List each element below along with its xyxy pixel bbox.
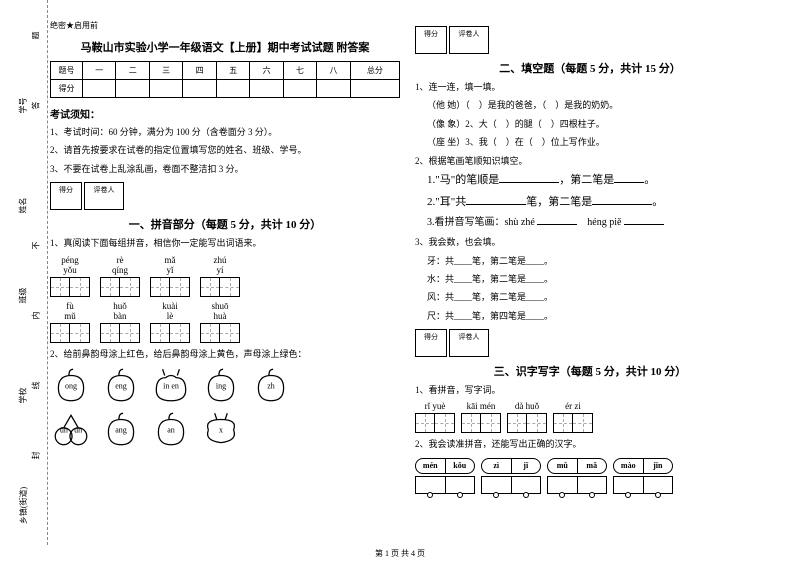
section-1-title: 一、拼音部分（每题 5 分，共计 10 分）	[50, 216, 400, 232]
margin-d2: 线	[31, 382, 42, 390]
fruit-icon: ünun	[50, 411, 92, 449]
margin-xingming: 姓名	[18, 198, 29, 214]
margin-xiangzhen: 乡镇(街道)	[18, 487, 29, 524]
question-sub: 尺：共____笔，第四笔是____。	[427, 309, 765, 323]
stroke-question: 3.看拼音写笔画：shù zhé héng piě	[427, 215, 765, 231]
margin-xuexiao: 学校	[18, 388, 29, 404]
fruit-row-1: ong eng in en ing zh	[50, 367, 400, 405]
grader-label: 评卷人	[449, 26, 489, 54]
question-text: 1、看拼音，写字词。	[415, 383, 765, 397]
page-content: 绝密★启用前 马鞍山市实验小学一年级语文【上册】期中考试试题 附答案 题号 一 …	[0, 0, 800, 514]
question-sub: 风：共____笔，第二笔是____。	[427, 290, 765, 304]
fruit-icon: in en	[150, 367, 192, 405]
margin-d3: 内	[31, 312, 42, 320]
table-row: 得分	[51, 80, 400, 98]
margin-xuehao: 学号	[18, 98, 29, 114]
section-3-title: 三、识字写字（每题 5 分，共计 10 分）	[415, 363, 765, 379]
question-sub: （像 象）2、大（ ）的腿（ ）四根柱子。	[427, 117, 765, 131]
pinyin-row-2: fùmǔ huǒbàn kuàilè shuōhuà	[50, 301, 400, 343]
fruit-icon: ing	[200, 367, 242, 405]
table-row: 题号 一 二 三 四 五 六 七 八 总分	[51, 62, 400, 80]
question-text: 3、我会数，也会填。	[415, 235, 765, 249]
stroke-question: 1."马"的笔顺是，第二笔是。	[427, 172, 765, 190]
page-footer: 第 1 页 共 4 页	[0, 548, 800, 559]
margin-d5: 答	[31, 102, 42, 110]
car-row: ménkǒu zìjǐ mǔmǎ màojīn	[415, 458, 765, 498]
fruit-row-2: ünun ang an x	[50, 411, 400, 449]
left-column: 绝密★启用前 马鞍山市实验小学一年级语文【上册】期中考试试题 附答案 题号 一 …	[50, 20, 400, 504]
question-text: 2、我会读准拼音，还能写出正确的汉字。	[415, 437, 765, 451]
car-item: mǔmǎ	[547, 458, 607, 498]
notice-item: 1、考试时间：60 分钟，满分为 100 分（含卷面分 3 分）。	[50, 125, 400, 139]
grader-label: 评卷人	[449, 329, 489, 357]
section-score-box: 得分 评卷人	[415, 329, 765, 357]
right-column: 得分 评卷人 二、填空题（每题 5 分，共计 15 分） 1、连一连，填一填。 …	[415, 20, 765, 504]
section-2-title: 二、填空题（每题 5 分，共计 15 分）	[415, 60, 765, 76]
score-label: 得分	[415, 329, 447, 357]
question-text: 1、连一连，填一填。	[415, 80, 765, 94]
section-score-box: 得分 评卷人	[50, 182, 400, 210]
question-sub: （他 她）（ ）是我的爸爸，（ ）是我的奶奶。	[427, 98, 765, 112]
pinyin-row-1: péngyǒu rèqíng mǎyǐ zhúyí	[50, 255, 400, 297]
score-summary-table: 题号 一 二 三 四 五 六 七 八 总分 得分	[50, 61, 400, 98]
question-sub: 水：共____笔，第二笔是____。	[427, 272, 765, 286]
fruit-icon: an	[150, 411, 192, 449]
confidential-note: 绝密★启用前	[50, 20, 400, 31]
score-label: 得分	[415, 26, 447, 54]
fruit-icon: ong	[50, 367, 92, 405]
question-text: 2、根据笔画笔顺知识填空。	[415, 154, 765, 168]
margin-d4: 不	[31, 242, 42, 250]
fruit-icon: x	[200, 411, 242, 449]
section-score-box: 得分 评卷人	[415, 26, 765, 54]
margin-d1: 封	[31, 452, 42, 460]
grader-label: 评卷人	[84, 182, 124, 210]
notice-item: 2、请首先按要求在试卷的指定位置填写您的姓名、班级、学号。	[50, 143, 400, 157]
car-item: màojīn	[613, 458, 673, 498]
fruit-icon: zh	[250, 367, 292, 405]
pinyin-row-3: rǐ yuè kāi mén dà huǒ ér zi	[415, 401, 765, 433]
question-sub: （座 坐）3、我（ ）在（ ）位上写作业。	[427, 135, 765, 149]
stroke-question: 2."耳"共笔，第二笔是。	[427, 194, 765, 212]
margin-banji: 班级	[18, 288, 29, 304]
car-item: ménkǒu	[415, 458, 475, 498]
margin-d6: 题	[31, 32, 42, 40]
question-text: 2、给前鼻韵母涂上红色，给后鼻韵母涂上黄色，声母涂上绿色：	[50, 347, 400, 361]
question-text: 1、真阅读下面每组拼音，相信你一定能写出词语来。	[50, 236, 400, 250]
fruit-icon: ang	[100, 411, 142, 449]
question-sub: 牙：共____笔，第二笔是____。	[427, 254, 765, 268]
notice-title: 考试须知：	[50, 106, 400, 121]
car-item: zìjǐ	[481, 458, 541, 498]
exam-title: 马鞍山市实验小学一年级语文【上册】期中考试试题 附答案	[50, 39, 400, 55]
score-label: 得分	[50, 182, 82, 210]
fruit-icon: eng	[100, 367, 142, 405]
binding-margin: 乡镇(街道) 学校 班级 姓名 学号 封 线 内 不 答 题	[0, 0, 48, 545]
notice-item: 3、不要在试卷上乱涂乱画，卷面不整洁扣 3 分。	[50, 162, 400, 176]
